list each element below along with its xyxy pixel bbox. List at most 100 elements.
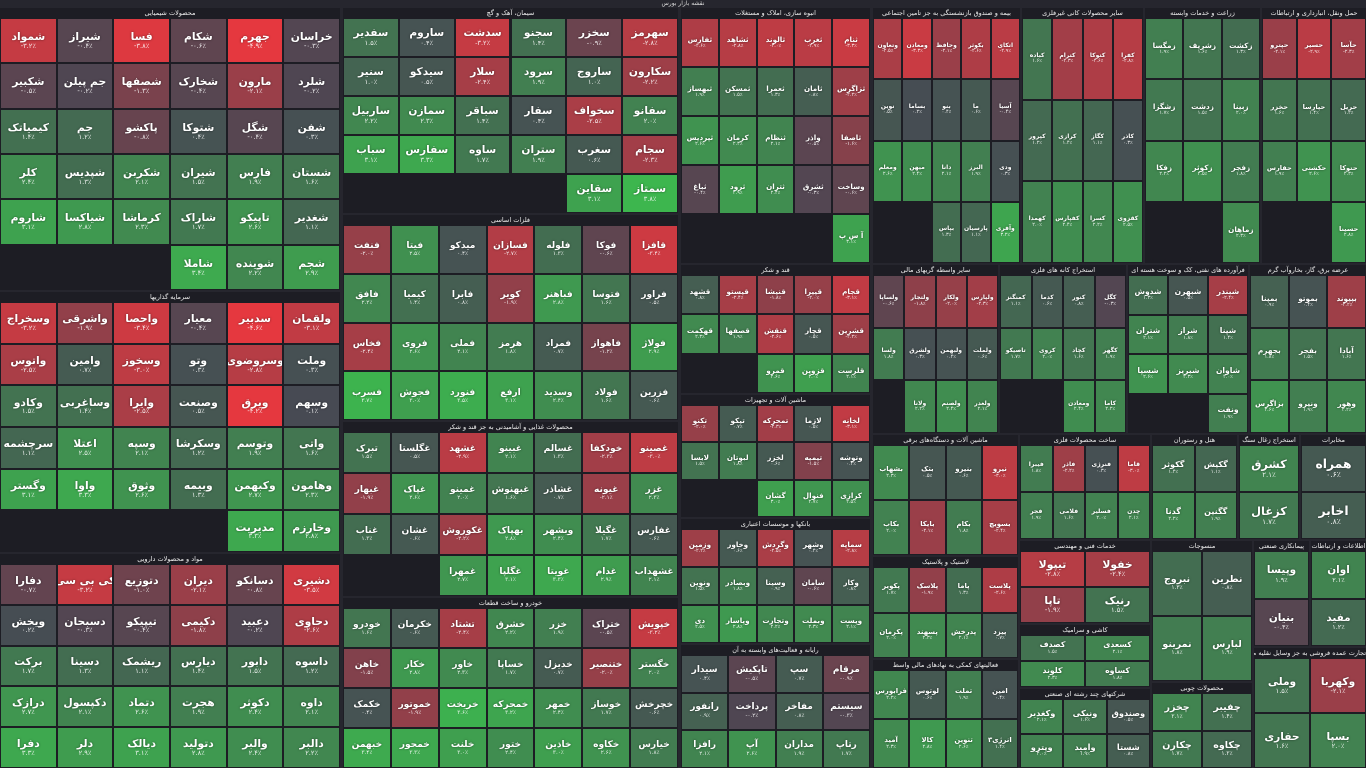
stock-name: شتران xyxy=(1135,326,1161,336)
stock-name: کگهر xyxy=(1102,346,1118,354)
sector: فلزات اساسی قافزا -۳.۴٪ فوکا -۰.۶٪ فلوله ۱.۳٪ ف… xyxy=(343,215,678,420)
stock-tile: فیتا ۲.۵٪ xyxy=(390,225,439,274)
stock-change: -۱.۳٪ xyxy=(134,87,150,96)
stock-name: فارس xyxy=(238,166,272,180)
stock-tile: خریخت ۳.۶٪ xyxy=(438,688,487,728)
stock-name: پرداخت xyxy=(735,702,769,713)
stock-tile: قیستو -۲.۴٪ xyxy=(718,275,757,315)
stock-tile: مداران ۱.۹٪ xyxy=(775,730,823,768)
stock-tile: خکاوه ۲.۶٪ xyxy=(582,728,631,768)
sector-title: منسوجات xyxy=(1188,542,1216,550)
stock-name: کرمان xyxy=(726,132,749,142)
stock-change: ۱.۹٪ xyxy=(1210,516,1221,523)
stock-name: ثفارس xyxy=(687,34,713,44)
stock-change: -۲.۰٪ xyxy=(360,251,374,258)
stock-change: ۱.۶٪ xyxy=(1063,515,1074,522)
stock-name: بسپا xyxy=(1326,730,1350,744)
stock-name: قهکمت xyxy=(686,326,713,336)
stock-name: خچرخش xyxy=(635,699,674,710)
stock-change: ۰.۵٪ xyxy=(648,300,660,307)
stock-name: شپنا xyxy=(1219,326,1237,336)
stock-name: شسپا xyxy=(1137,365,1159,375)
stock-change: ۳.۵٪ xyxy=(457,397,469,404)
stock-name: وکبهمن xyxy=(234,478,276,492)
stock-change: ۱.۳٪ xyxy=(78,667,92,676)
stock-change: ۲.۱٪ xyxy=(699,751,710,758)
stock-change: ۱.۵٪ xyxy=(191,177,205,186)
stock-tile: فافق ۲.۲٪ xyxy=(343,273,391,323)
stock-change: ۰.۷٪ xyxy=(732,423,743,430)
stock-name: ریشمک xyxy=(121,655,162,669)
stock-tile: شاروم ۳.۱٪ xyxy=(0,199,57,245)
stock-tile: همراه ۰.۶٪ xyxy=(1301,445,1366,492)
stock-change: -۰.۷٪ xyxy=(20,585,36,594)
stock-name: تپکو xyxy=(730,415,745,425)
stock-change: ۲.۲٪ xyxy=(915,406,925,413)
stock-change: ۳.۸٪ xyxy=(643,194,657,203)
sector-title: حمل ونقل، انبارداری و ارتباطات xyxy=(1270,9,1358,17)
stock-name: بنو xyxy=(942,102,951,110)
stock-tile: وامید ۱.۹٪ xyxy=(1063,733,1107,768)
stock-tile: چکاوه ۱.۲٪ xyxy=(1202,730,1252,768)
stock-tile: بشهاب ۲.۳٪ xyxy=(873,445,910,500)
stock-name: خوساز xyxy=(591,699,622,710)
stock-change: ۲.۱٪ xyxy=(648,577,660,584)
stock-name: ثامان xyxy=(803,83,823,93)
stock-tile: غکوروش -۲.۲٪ xyxy=(438,514,487,555)
stock-change: ۱.۱٪ xyxy=(305,223,319,232)
stock-name: فنورد xyxy=(450,387,476,398)
stock-change: -۰.۶٪ xyxy=(807,586,820,593)
stock-tile: کگهر ۱.۹٪ xyxy=(1094,327,1126,381)
stock-tile: خاهن -۱.۵٪ xyxy=(343,648,391,688)
stock-change: -۱.۸٪ xyxy=(769,294,782,301)
stock-tile: وتوسم ۱.۹٪ xyxy=(226,427,284,469)
stock-change: ۱.۹٪ xyxy=(971,170,981,177)
stock-tile: دلر ۲.۹٪ xyxy=(56,727,114,768)
stock-name: غگلپا xyxy=(499,567,522,578)
stock-name: وزمین xyxy=(688,540,712,550)
stock-tile: وهور ۲.۲٪ xyxy=(1327,380,1366,433)
stock-tile: بکوثر -۲.۶٪ xyxy=(961,18,991,80)
stock-change: -۲.۴٪ xyxy=(475,77,491,86)
stock-change: ۰.۵٪ xyxy=(808,423,819,430)
stock-tile: غویتا ۳.۳٪ xyxy=(534,555,583,596)
stock-name: کگاز xyxy=(1091,133,1104,141)
stock-name: خشرق xyxy=(495,619,526,630)
stock-name: قلرست xyxy=(837,365,865,375)
stock-name: فیتا xyxy=(406,241,424,252)
stock-name: سخزر xyxy=(578,27,610,40)
stock-name: البرز xyxy=(968,164,983,172)
stock-change: ۲.۳٪ xyxy=(305,490,319,499)
stock-name: غگیلا xyxy=(595,526,618,537)
stock-tile: آسیا -۰.۴٪ xyxy=(990,79,1020,141)
stock-tile: غفارس ۰.۶٪ xyxy=(630,514,678,555)
stock-tile: وشهر ۰.۴٪ xyxy=(794,529,833,567)
stock-tile: خاور ۲.۳٪ xyxy=(438,648,487,688)
stock-name: حفاری xyxy=(1264,730,1300,744)
stock-change: ۱.۴٪ xyxy=(1062,140,1073,147)
stock-change: ۲.۳٪ xyxy=(808,624,819,631)
stock-name: ومعادن xyxy=(906,41,928,49)
sector-title: سایر واسطه گریهای مالی xyxy=(900,266,971,274)
stock-name: بمپنا xyxy=(1261,293,1278,303)
stock-name: خساپا xyxy=(497,659,524,670)
stock-tile: میدکو ۰.۴٪ xyxy=(438,225,487,274)
stock-change: ۱.۷٪ xyxy=(191,223,205,232)
stock-name: قمرو xyxy=(766,365,785,375)
stock-change: -۲.۳٪ xyxy=(599,454,613,461)
stock-name: اوان xyxy=(1327,564,1350,577)
stock-tile: قشهد ۰.۸٪ xyxy=(681,275,719,315)
stock-change: -۲.۱٪ xyxy=(1330,686,1346,695)
stock-name: ومعلم xyxy=(878,164,897,172)
stock-tile: لبارس ۱.۹٪ xyxy=(1202,616,1252,681)
stock-change: ۱.۳٪ xyxy=(552,454,564,461)
stock-tile: فتوسا ۱.۶٪ xyxy=(582,273,631,323)
sector: شرکتهای چند رشته ای صنعتی وصندوق ۰.۵٪ ونیکی… xyxy=(1020,689,1150,768)
stock-tile: تپکو ۰.۷٪ xyxy=(718,405,757,443)
stock-change: ۱.۸٪ xyxy=(1183,334,1193,341)
stock-tile: خراسان -۰.۳٪ xyxy=(283,18,340,64)
stock-name: حکشتی xyxy=(1301,163,1327,172)
stock-name: خلنت xyxy=(450,739,475,750)
stock-tile: خساپا ۱.۷٪ xyxy=(486,648,535,688)
stock-name: بپیوند xyxy=(1336,293,1357,303)
